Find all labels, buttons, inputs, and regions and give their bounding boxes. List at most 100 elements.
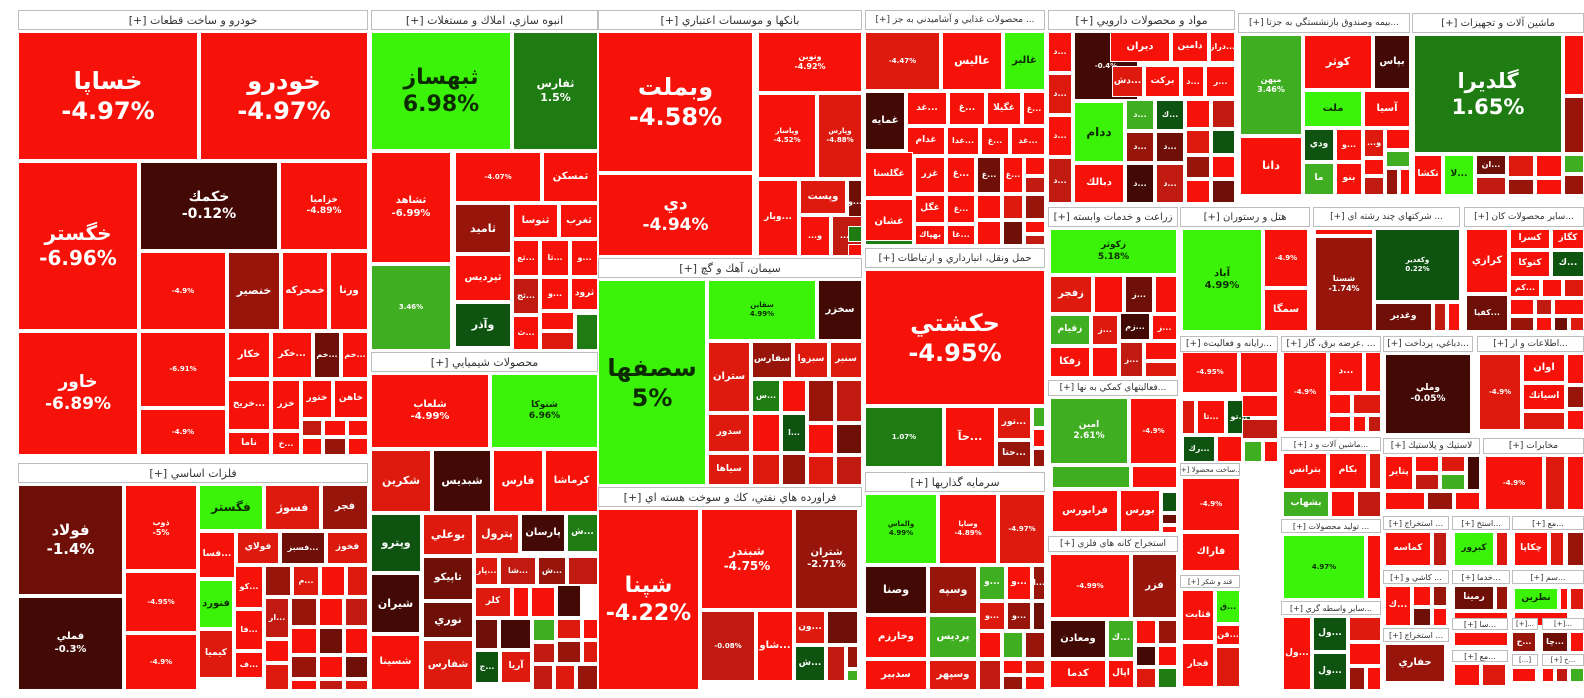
- stock-tile[interactable]: [1570, 588, 1584, 610]
- stock-tile-کوثر[interactable]: کوثر: [1304, 35, 1372, 89]
- stock-tile-...کم[interactable]: ...کم: [1510, 279, 1540, 297]
- stock-tile[interactable]: [1182, 400, 1195, 434]
- stock-tile[interactable]: [319, 656, 343, 678]
- stock-tile-کبرور[interactable]: کبرور: [1454, 532, 1494, 566]
- stock-tile-...تا[interactable]: ...تا: [1197, 400, 1225, 434]
- sector-header-hotels[interactable]: هتل و رستوران [+]: [1180, 207, 1310, 227]
- stock-tile[interactable]: [1496, 532, 1508, 566]
- stock-tile-والماس[interactable]: والماس 4.99%: [865, 494, 937, 564]
- stock-tile-سقاين[interactable]: سقاين 4.99%: [708, 280, 816, 340]
- stock-tile-...ش[interactable]: ...ش: [538, 557, 566, 585]
- stock-tile[interactable]: -4.9%: [1479, 354, 1521, 430]
- stock-tile-فاراك[interactable]: فاراك: [1182, 533, 1240, 571]
- stock-tile-...غ[interactable]: ...غ: [947, 195, 975, 223]
- stock-tile[interactable]: [1052, 466, 1130, 488]
- stock-tile-کسرا[interactable]: کسرا: [1510, 229, 1550, 249]
- stock-tile[interactable]: [1162, 526, 1177, 533]
- stock-tile[interactable]: [500, 619, 531, 649]
- stock-tile[interactable]: 1.07%: [865, 407, 943, 467]
- stock-tile[interactable]: [1349, 667, 1365, 690]
- stock-tile[interactable]: -4.9%: [125, 634, 197, 690]
- stock-tile-سبزوا[interactable]: سبزوا: [794, 342, 828, 378]
- stock-tile[interactable]: [827, 646, 845, 681]
- stock-tile[interactable]: [808, 456, 834, 485]
- stock-tile-...د[interactable]: ...د: [1048, 116, 1072, 156]
- stock-tile[interactable]: [1542, 279, 1562, 297]
- stock-tile-خگستر[interactable]: خگستر -6.96%: [18, 162, 138, 330]
- stock-tile-غگل[interactable]: غگل: [915, 195, 945, 223]
- stock-tile-...غ[interactable]: ...غ: [1003, 157, 1023, 193]
- stock-tile-...خم[interactable]: ...خم: [342, 332, 368, 378]
- stock-tile[interactable]: [1240, 352, 1278, 393]
- stock-tile-...و[interactable]: ...و: [979, 602, 1005, 630]
- stock-tile-...غ[interactable]: ...غ: [949, 92, 985, 125]
- stock-tile-ثاميد[interactable]: ثاميد: [455, 204, 511, 253]
- stock-tile-...قن[interactable]: ...قن: [1216, 625, 1240, 645]
- stock-tile[interactable]: [1212, 156, 1235, 178]
- stock-tile-...و[interactable]: ...و: [1007, 566, 1031, 600]
- stock-tile[interactable]: [1496, 586, 1508, 610]
- sector-header-financial-aux[interactable]: ...فعاليتهاي کمکي به نها [+]: [1048, 380, 1178, 396]
- sector-header-conglomerates[interactable]: ... شرکتهاي چند رشته اي [+]: [1313, 207, 1460, 227]
- stock-tile-...غ[interactable]: ...غ: [1023, 92, 1045, 125]
- stock-tile-...خم[interactable]: ...خم: [314, 332, 340, 378]
- stock-tile[interactable]: [1413, 608, 1431, 626]
- stock-tile[interactable]: [1349, 617, 1381, 641]
- stock-tile[interactable]: [513, 587, 529, 617]
- stock-tile-...حتا[interactable]: ...حتا: [997, 441, 1031, 467]
- stock-tile[interactable]: [1025, 195, 1045, 219]
- stock-tile-...ك[interactable]: ...ك: [1156, 100, 1184, 130]
- stock-tile[interactable]: [865, 240, 913, 245]
- stock-tile-ملت[interactable]: ملت: [1304, 91, 1362, 127]
- stock-tile[interactable]: [1145, 342, 1177, 360]
- stock-tile-وسپهر[interactable]: وسپهر: [929, 660, 977, 690]
- stock-tile[interactable]: [1136, 646, 1156, 666]
- stock-tile-غمايه[interactable]: غمايه: [865, 92, 905, 150]
- stock-tile[interactable]: [1186, 100, 1210, 128]
- stock-tile-...ش[interactable]: ...ش: [795, 646, 825, 681]
- stock-tile[interactable]: [1145, 362, 1177, 377]
- stock-tile-شسينا[interactable]: شسينا: [371, 635, 420, 690]
- stock-tile[interactable]: [847, 670, 858, 681]
- stock-tile-...فسا[interactable]: ...فسا: [199, 532, 235, 578]
- sector-header-basic-metals[interactable]: فلزات اساسي [+]: [18, 463, 368, 483]
- stock-tile[interactable]: [1567, 386, 1584, 408]
- stock-tile[interactable]: [1455, 492, 1480, 510]
- stock-tile[interactable]: [557, 641, 581, 663]
- sector-header-other-intermediation[interactable]: ...ساير واسطه گري [+]: [1281, 601, 1381, 615]
- sector-header-product-manufacture[interactable]: ...ساخت محصولا [+]: [1180, 463, 1240, 476]
- stock-tile-...کو[interactable]: ...کو: [235, 566, 263, 608]
- stock-tile[interactable]: [1367, 535, 1381, 599]
- stock-tile-شکرين[interactable]: شکرين: [371, 450, 431, 512]
- stock-tile[interactable]: [1554, 299, 1584, 315]
- stock-tile[interactable]: [1523, 412, 1565, 430]
- stock-tile-خکار[interactable]: خکار: [228, 332, 270, 378]
- stock-tile-شيران[interactable]: شيران: [371, 574, 420, 633]
- stock-tile-ختور[interactable]: ختور: [302, 380, 332, 418]
- stock-tile[interactable]: [1349, 643, 1381, 665]
- stock-tile[interactable]: [1556, 668, 1568, 682]
- stock-tile[interactable]: [345, 628, 368, 654]
- stock-tile-کتوکا[interactable]: کتوکا: [1510, 251, 1550, 277]
- stock-tile-...م[interactable]: ...م: [293, 566, 319, 596]
- stock-tile-زکوثر[interactable]: زکوثر 5.18%: [1050, 229, 1177, 274]
- stock-tile[interactable]: [1536, 317, 1552, 331]
- stock-tile-غگيلا[interactable]: غگيلا: [987, 92, 1021, 125]
- stock-tile[interactable]: [1212, 130, 1235, 154]
- stock-tile[interactable]: [265, 664, 289, 690]
- stock-tile[interactable]: [1482, 664, 1506, 686]
- stock-tile-...خ[interactable]: ...خ: [272, 432, 300, 455]
- stock-tile[interactable]: [1385, 492, 1425, 510]
- stock-tile[interactable]: -4.95%: [1182, 352, 1238, 393]
- sector-header-misc-6[interactable]: ...[+]: [1542, 618, 1584, 630]
- sector-header-metal-ores[interactable]: استخراج کانه هاي فلزي [+]: [1048, 536, 1178, 552]
- stock-tile[interactable]: [1536, 299, 1552, 315]
- stock-tile-فرابورس[interactable]: فرابورس: [1052, 490, 1118, 532]
- stock-tile[interactable]: [1413, 586, 1431, 606]
- stock-tile[interactable]: [1136, 620, 1156, 644]
- stock-tile[interactable]: [1536, 155, 1562, 177]
- stock-tile[interactable]: [324, 438, 346, 455]
- stock-tile-...ان[interactable]: ...ان: [1476, 155, 1506, 175]
- stock-tile[interactable]: [1369, 453, 1381, 489]
- stock-tile-...غ[interactable]: ...غ: [981, 127, 1009, 155]
